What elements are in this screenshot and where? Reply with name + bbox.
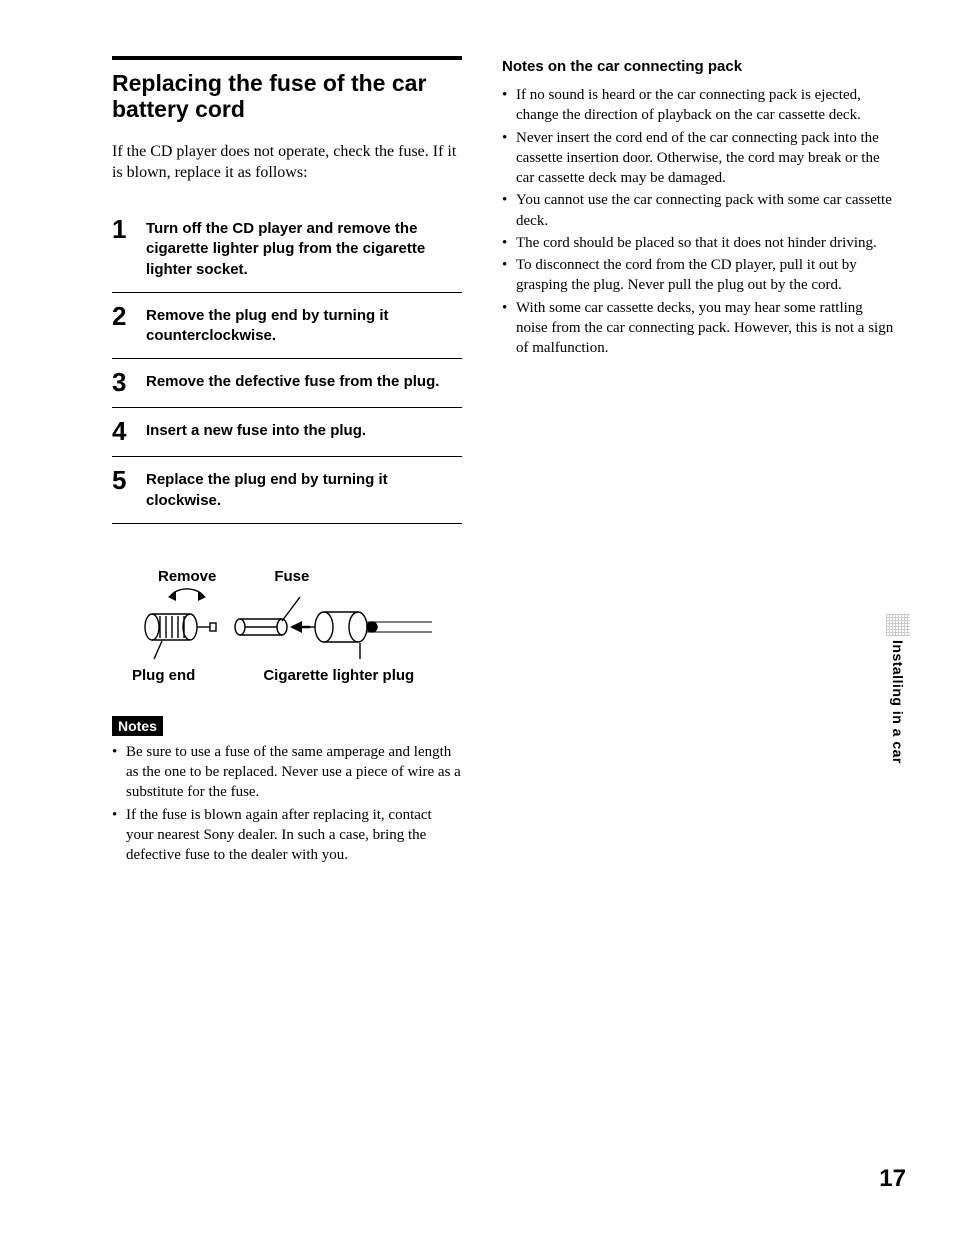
step-number: 2 — [112, 303, 132, 329]
notes-badge: Notes — [112, 716, 163, 736]
step-item: 4 Insert a new fuse into the plug. — [112, 408, 462, 457]
right-note-item: You cannot use the car connecting pack w… — [502, 190, 894, 231]
diagram-top-labels: Remove Fuse — [132, 568, 462, 585]
fuse-diagram: Remove Fuse — [112, 568, 462, 684]
right-note-item: To disconnect the cord from the CD playe… — [502, 255, 894, 296]
fuse-diagram-svg — [132, 587, 442, 665]
step-text: Remove the plug end by turning it counte… — [146, 303, 462, 347]
page-number: 17 — [879, 1165, 906, 1193]
right-note-item: The cord should be placed so that it doe… — [502, 233, 894, 253]
step-text: Remove the defective fuse from the plug. — [146, 369, 439, 392]
step-item: 1 Turn off the CD player and remove the … — [112, 206, 462, 293]
diagram-label-plug-end: Plug end — [132, 667, 195, 684]
diagram-label-cig-plug: Cigarette lighter plug — [263, 667, 414, 684]
step-text: Insert a new fuse into the plug. — [146, 418, 366, 441]
step-item: 5 Replace the plug end by turning it clo… — [112, 457, 462, 524]
step-number: 1 — [112, 216, 132, 242]
note-item: Be sure to use a fuse of the same ampera… — [112, 742, 462, 803]
step-number: 3 — [112, 369, 132, 395]
right-bullets: If no sound is heard or the car connecti… — [502, 85, 894, 358]
step-text: Turn off the CD player and remove the ci… — [146, 216, 462, 280]
step-number: 4 — [112, 418, 132, 444]
diagram-label-fuse: Fuse — [274, 568, 309, 585]
intro-paragraph: If the CD player does not operate, check… — [112, 141, 462, 184]
right-note-item: Never insert the cord end of the car con… — [502, 128, 894, 189]
right-note-item: If no sound is heard or the car connecti… — [502, 85, 894, 126]
left-column: Replacing the fuse of the car battery co… — [112, 56, 462, 867]
step-item: 3 Remove the defective fuse from the plu… — [112, 359, 462, 408]
notes-list: Be sure to use a fuse of the same ampera… — [112, 742, 462, 866]
step-item: 2 Remove the plug end by turning it coun… — [112, 293, 462, 360]
diagram-bottom-labels: Plug end Cigarette lighter plug — [132, 667, 462, 684]
side-tab-label: Installing in a car — [890, 640, 906, 764]
note-item: If the fuse is blown again after replaci… — [112, 805, 462, 866]
step-number: 5 — [112, 467, 132, 493]
diagram-label-remove: Remove — [158, 568, 216, 585]
steps-list: 1 Turn off the CD player and remove the … — [112, 206, 462, 524]
side-tab-hatch — [886, 614, 910, 636]
step-text: Replace the plug end by turning it clock… — [146, 467, 462, 511]
right-column: Notes on the car connecting pack If no s… — [502, 56, 894, 867]
right-note-item: With some car cassette decks, you may he… — [502, 298, 894, 359]
page-columns: Replacing the fuse of the car battery co… — [112, 56, 894, 867]
section-title: Replacing the fuse of the car battery co… — [112, 70, 462, 123]
right-heading: Notes on the car connecting pack — [502, 58, 894, 75]
title-rule — [112, 56, 462, 60]
